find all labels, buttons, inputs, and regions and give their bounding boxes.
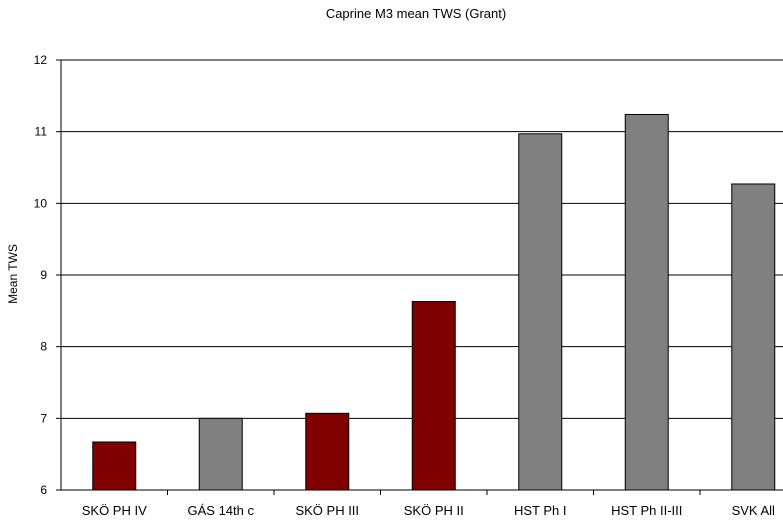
x-axis: SKÖ PH IV GÁS 14th c SKÖ PH III SKÖ PH II HS… — [61, 490, 783, 518]
y-tick-label: 11 — [35, 125, 48, 139]
x-tick-label: GÁS 14th c — [188, 503, 255, 518]
y-axis-title: Mean TWS — [6, 244, 20, 304]
bars — [93, 114, 775, 490]
bar — [732, 184, 775, 490]
x-tick-label: SKÖ PH II — [404, 503, 464, 518]
x-tick-label: SKÖ PH III — [295, 503, 359, 518]
y-tick-label: 10 — [34, 196, 48, 210]
chart-title: Caprine M3 mean TWS (Grant) — [326, 6, 506, 21]
bar — [306, 413, 349, 490]
y-axis: 6 7 8 9 10 11 12 — [34, 53, 61, 497]
y-tick-label: 9 — [40, 268, 47, 282]
bar — [93, 442, 136, 490]
bar — [412, 302, 455, 490]
y-tick-label: 7 — [40, 411, 47, 425]
x-tick-label: SVK All — [732, 503, 775, 518]
y-tick-label: 6 — [40, 483, 47, 497]
x-tick-label: HST Ph II-III — [611, 503, 682, 518]
y-tick-label: 8 — [40, 340, 47, 354]
bar — [519, 134, 562, 490]
y-tick-label: 12 — [34, 53, 48, 67]
x-tick-label: SKÖ PH IV — [82, 503, 147, 518]
bar — [625, 114, 668, 490]
bar — [199, 418, 242, 490]
x-tick-label: HST Ph I — [514, 503, 567, 518]
